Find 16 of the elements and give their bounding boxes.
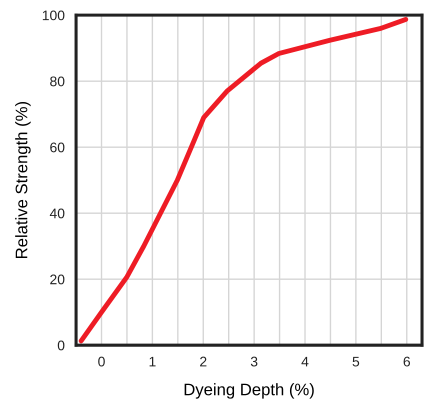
- x-tick-label: 4: [301, 356, 308, 366]
- x-tick-label: 1: [150, 356, 156, 366]
- y-axis-title: Relative Strength (%): [15, 102, 31, 258]
- y-tick-label: 100: [42, 10, 64, 20]
- x-tick-label: 3: [250, 356, 258, 367]
- y-tick-label: 0: [58, 340, 64, 350]
- y-tick-label: 60: [50, 142, 64, 152]
- x-tick-label: 2: [200, 356, 206, 366]
- y-tick-label: 40: [50, 208, 64, 218]
- x-tick-label: 5: [352, 356, 360, 367]
- x-tick-label: 6: [404, 356, 410, 367]
- line-series: [78, 16, 408, 344]
- y-tick-label: 80: [50, 76, 64, 86]
- x-axis-title: Dyeing Depth (%): [184, 383, 314, 399]
- x-tick-label: 0: [98, 356, 105, 367]
- y-tick-label: 20: [50, 274, 64, 284]
